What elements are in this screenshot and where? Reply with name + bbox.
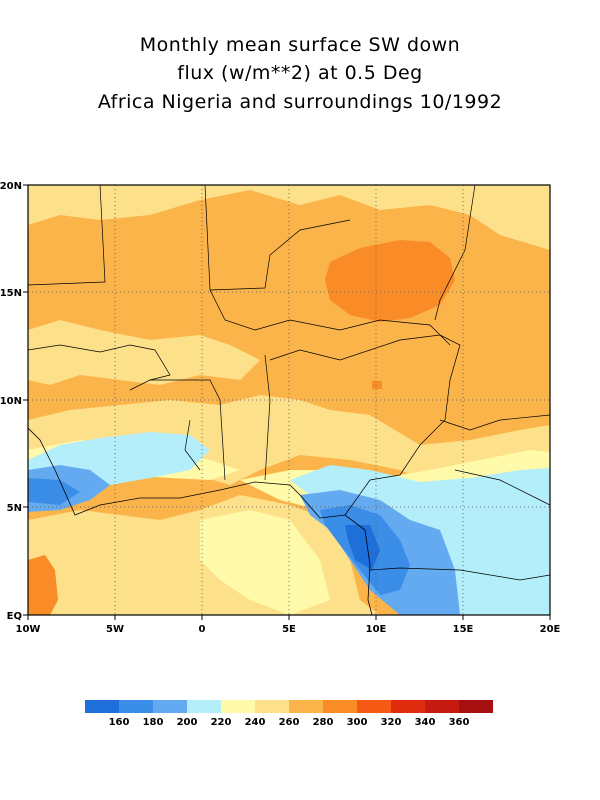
colorbar-label: 360 [449,717,470,728]
map-title-line-1: Monthly mean surface SW down [139,34,461,56]
xtick-label: 0 [199,624,206,635]
field-280-300-north [325,240,455,322]
colorbar-label: 240 [245,717,266,728]
colorbar-swatch [255,700,289,713]
colorbar-label: 220 [211,717,232,728]
xtick-label: 5E [282,624,296,635]
border-congo [369,567,550,581]
border-cameroon-east [454,469,550,506]
border-mauritania [28,185,106,286]
colorbar-label: 340 [415,717,436,728]
shaded-field [28,185,550,615]
colorbar-swatch [153,700,187,713]
colorbar-label: 200 [177,717,198,728]
xtick-label: 5W [106,624,124,635]
field-220-240-gulf [200,510,330,615]
colorbar-label: 280 [313,717,334,728]
colorbar-swatch [323,700,357,713]
border-benin [264,354,271,481]
colorbar: 160 180 200 220 240 260 280 300 320 340 360 [85,700,493,728]
colorbar-swatch [289,700,323,713]
colorbar-label: 160 [109,717,130,728]
field-280-300-spot [372,381,382,389]
colorbar-swatch [391,700,425,713]
field-240-260-north [28,185,550,250]
colorbar-swatch [425,700,459,713]
graticule [28,185,550,615]
colorbar-swatch [85,700,119,713]
colorbar-swatch [459,700,493,713]
colorbar-swatch [357,700,391,713]
ytick-label: 15N [0,288,22,299]
lake-volta [184,419,201,471]
border-nigeria [269,334,461,516]
xtick-label: 10W [16,624,41,635]
colorbar-label: 260 [279,717,300,728]
border-mali-algeria [204,185,351,291]
border-chad-libya [434,185,476,321]
colorbar-swatch [221,700,255,713]
field-280-300-southwest [28,555,58,615]
field-240-260-west [28,320,260,385]
border-ghana [150,379,226,481]
xtick-label: 10E [366,624,387,635]
colorbar-label: 300 [347,717,368,728]
xtick-label: 20E [540,624,561,635]
ytick-label: 20N [0,181,22,192]
colorbar-swatch [187,700,221,713]
ytick-label: 10N [0,396,22,407]
border-guinea [28,344,171,391]
field-160-180-west [28,478,80,505]
colorbar-label: 320 [381,717,402,728]
map-title-line-2: flux (w/m**2) at 0.5 Deg [177,62,423,84]
ytick-label: EQ [7,611,22,622]
coastline [28,427,373,615]
border-niger [209,289,451,346]
tick-marks [23,184,551,620]
colorbar-swatch [119,700,153,713]
xtick-label: 15E [453,624,474,635]
colorbar-label: 180 [143,717,164,728]
field-below-160 [345,525,380,570]
map-title-line-3: Africa Nigeria and surroundings 10/1992 [97,91,503,113]
ytick-label: 5N [7,503,22,514]
border-car [439,414,550,431]
